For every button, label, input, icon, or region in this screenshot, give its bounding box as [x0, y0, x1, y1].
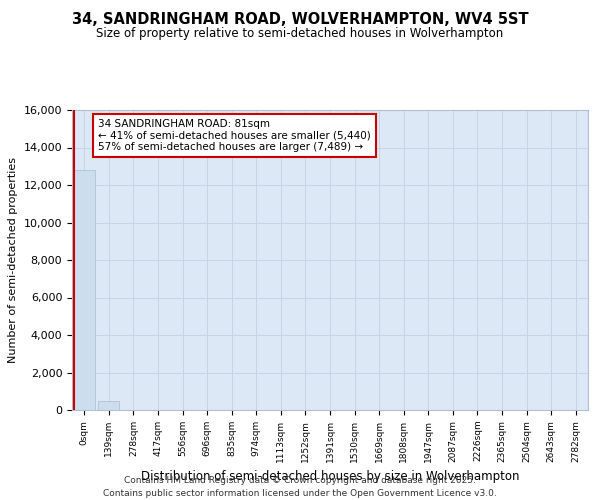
Text: Size of property relative to semi-detached houses in Wolverhampton: Size of property relative to semi-detach… — [97, 28, 503, 40]
Bar — [98, 400, 119, 410]
Y-axis label: Number of semi-detached properties: Number of semi-detached properties — [8, 157, 18, 363]
Text: Contains HM Land Registry data © Crown copyright and database right 2025.
Contai: Contains HM Land Registry data © Crown c… — [103, 476, 497, 498]
Text: 34, SANDRINGHAM ROAD, WOLVERHAMPTON, WV4 5ST: 34, SANDRINGHAM ROAD, WOLVERHAMPTON, WV4… — [71, 12, 529, 28]
X-axis label: Distribution of semi-detached houses by size in Wolverhampton: Distribution of semi-detached houses by … — [141, 470, 519, 483]
Bar — [74, 170, 95, 410]
Text: 34 SANDRINGHAM ROAD: 81sqm
← 41% of semi-detached houses are smaller (5,440)
57%: 34 SANDRINGHAM ROAD: 81sqm ← 41% of semi… — [98, 119, 371, 152]
